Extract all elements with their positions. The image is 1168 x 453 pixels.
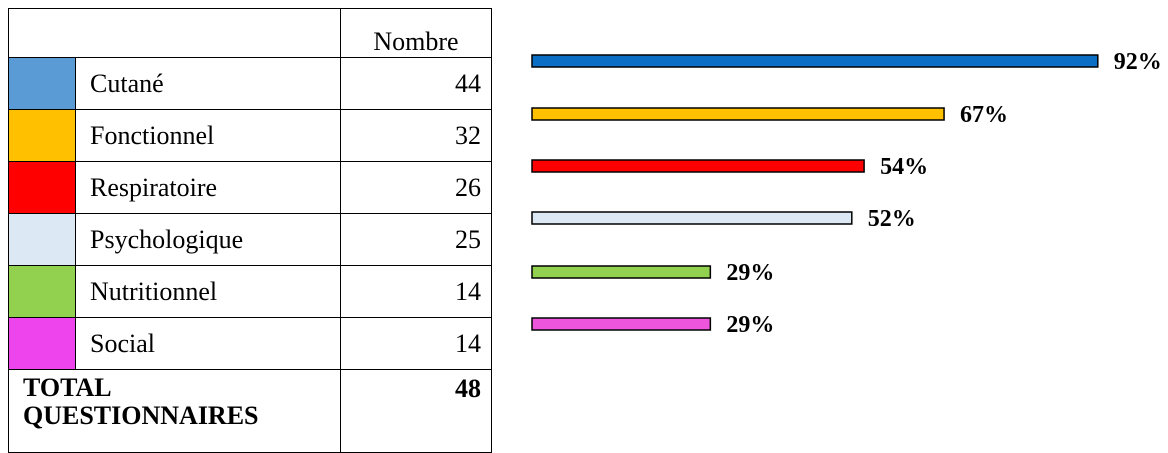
bar — [531, 54, 1099, 68]
legend-count: 44 — [340, 57, 492, 110]
legend-count: 32 — [340, 109, 492, 162]
legend-row: Cutané 44 — [8, 57, 492, 110]
bar — [531, 107, 945, 121]
legend-count: 14 — [340, 265, 492, 318]
legend-label: Cutané — [75, 57, 341, 110]
legend-count: 25 — [340, 213, 492, 266]
legend-row: Fonctionnel 32 — [8, 109, 492, 162]
bar-value-label: 29% — [726, 260, 774, 286]
legend-swatch — [8, 213, 76, 266]
bar — [531, 211, 853, 225]
bar-value-label: 67% — [960, 102, 1008, 128]
bar-value-label: 52% — [868, 206, 916, 232]
bar-value-label: 29% — [726, 312, 774, 338]
legend-row: Nutritionnel 14 — [8, 265, 492, 318]
legend-label: Respiratoire — [75, 161, 341, 214]
legend-swatch — [8, 57, 76, 110]
legend-row: Psychologique 25 — [8, 213, 492, 266]
legend-label: Psychologique — [75, 213, 341, 266]
legend-swatch — [8, 109, 76, 162]
bar — [531, 317, 712, 331]
legend-row: Social 14 — [8, 317, 492, 370]
bar-value-label: 54% — [880, 154, 928, 180]
legend-swatch — [8, 161, 76, 214]
legend-label: Fonctionnel — [75, 109, 341, 162]
legend-row: Respiratoire 26 — [8, 161, 492, 214]
bar — [531, 265, 712, 279]
legend-count: 14 — [340, 317, 492, 370]
legend-label: Social — [75, 317, 341, 370]
legend-label: Nutritionnel — [75, 265, 341, 318]
bar — [531, 159, 865, 173]
bar-value-label: 92% — [1114, 49, 1162, 75]
bar-chart: 92% 67% 54% 52% 29% 29% — [531, 49, 1162, 338]
legend-swatch — [8, 317, 76, 370]
